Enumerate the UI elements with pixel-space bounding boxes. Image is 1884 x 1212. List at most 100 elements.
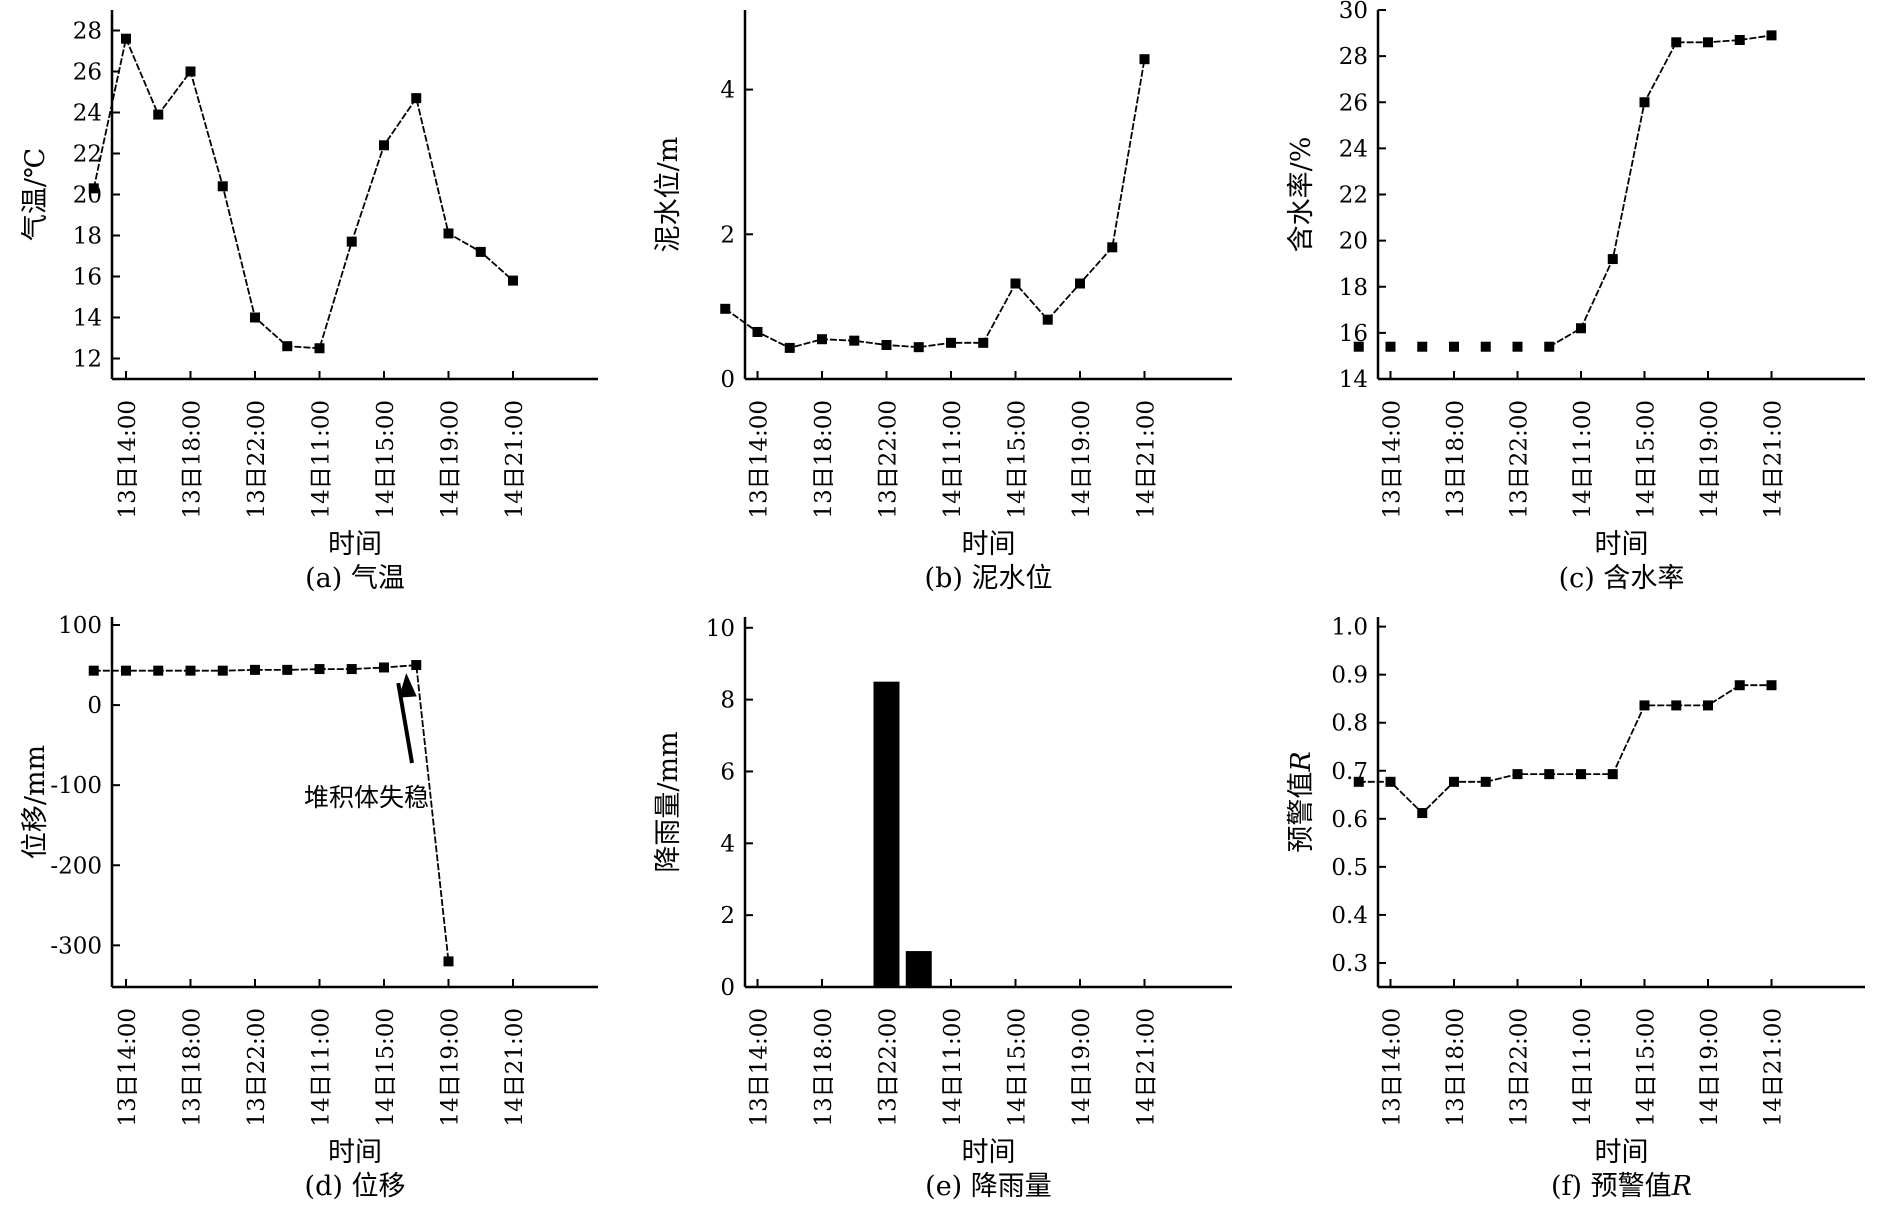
data-point — [411, 93, 422, 104]
panel-caption-text: (e) 降雨量 — [925, 1171, 1052, 1202]
y-axis-title: 含水率/% — [1286, 137, 1317, 253]
y-tick-label: 8 — [720, 688, 735, 714]
data-point — [1449, 776, 1459, 787]
data-point — [1576, 323, 1586, 334]
panel-e: 0 2 4 6 8 10 13日14:00 13日18:00 13日22:00 14日11:00 1… — [653, 616, 1232, 1202]
x-tick-label: 13日22:00 — [876, 1008, 902, 1127]
y-tick-label: 22 — [1339, 183, 1368, 209]
data-point — [817, 334, 827, 345]
data-point — [1703, 700, 1713, 711]
x-tick-label: 13日22:00 — [1507, 400, 1533, 519]
data-point — [978, 337, 989, 348]
y-tick-label: 100 — [58, 613, 102, 639]
data-point — [1734, 680, 1745, 691]
data-point — [1385, 776, 1396, 787]
series-line — [93, 664, 450, 962]
x-tick-label: 14日15:00 — [1005, 400, 1031, 519]
data-point — [784, 342, 795, 353]
y-tick-label: 14 — [73, 306, 102, 332]
y-tick-label: 0.6 — [1331, 807, 1368, 833]
x-tick-label: 14日15:00 — [1005, 1008, 1031, 1127]
data-point — [881, 339, 892, 350]
data-point — [185, 665, 196, 676]
y-tick-label: 0 — [87, 693, 102, 719]
x-axis-title: 时间 — [962, 1137, 1016, 1168]
data-point — [1417, 808, 1428, 819]
data-point — [1480, 341, 1491, 352]
y-tick-label: 0 — [720, 975, 735, 1001]
data-point — [1449, 341, 1459, 352]
y-axis-title-text: 降雨量/mm — [653, 731, 684, 872]
x-tick-label: 14日11:00 — [1570, 400, 1596, 519]
x-tick-label: 13日18:00 — [1443, 400, 1469, 519]
panel-caption: (c) 含水率 — [1559, 563, 1685, 594]
data-point — [379, 140, 389, 151]
x-tick-label: 14日21:00 — [1134, 400, 1160, 519]
x-tick-label: 13日22:00 — [244, 400, 270, 519]
data-point — [1512, 341, 1523, 352]
data-point — [1353, 341, 1364, 352]
x-tick-label: 14日19:00 — [438, 400, 464, 519]
data-point — [153, 109, 164, 120]
data-point — [250, 312, 260, 323]
data-point — [1417, 341, 1428, 352]
panel-caption-text: (b) 泥水位 — [925, 563, 1053, 594]
data-point — [88, 665, 99, 676]
x-tick-label: 14日21:00 — [1761, 1008, 1787, 1127]
data-point — [217, 665, 228, 676]
y-tick-label: 30 — [1339, 0, 1368, 24]
x-tick-label: 13日14:00 — [1380, 1008, 1406, 1127]
x-tick-label: 14日15:00 — [373, 400, 399, 519]
x-tick-label: 14日19:00 — [1069, 400, 1095, 519]
y-tick-label: -100 — [50, 773, 102, 799]
data-point — [88, 183, 99, 194]
y-axis-title: 降雨量/mm — [653, 731, 684, 872]
data-point — [1480, 776, 1491, 787]
rain-bar — [873, 681, 900, 987]
x-axis-title: 时间 — [1595, 529, 1649, 560]
panel-caption: (d) 位移 — [305, 1171, 406, 1202]
y-axis-title: 泥水位/m — [653, 137, 684, 253]
y-tick-label: 6 — [720, 759, 735, 785]
x-tick-label: 14日21:00 — [502, 400, 528, 519]
x-tick-label: 13日22:00 — [1507, 1008, 1533, 1127]
x-tick-label: 13日18:00 — [180, 1008, 206, 1127]
x-tick-label: 14日19:00 — [1697, 1008, 1723, 1127]
series-line — [1358, 684, 1772, 815]
data-point — [153, 665, 164, 676]
data-point — [1042, 314, 1053, 325]
data-point — [1107, 242, 1118, 253]
x-tick-label: 14日11:00 — [309, 1008, 335, 1127]
data-point — [250, 664, 260, 675]
y-tick-label: -200 — [50, 853, 102, 879]
x-tick-label: 13日18:00 — [180, 400, 206, 519]
data-point — [1671, 700, 1682, 711]
data-point — [1075, 278, 1085, 289]
x-tick-label: 14日21:00 — [502, 1008, 528, 1127]
data-point — [475, 246, 486, 257]
data-point — [1607, 254, 1618, 265]
y-tick-label: 2 — [720, 222, 735, 248]
data-point — [1010, 278, 1021, 289]
data-point — [1544, 341, 1555, 352]
y-tick-label: 20 — [1339, 229, 1368, 255]
panel-caption: (e) 降雨量 — [925, 1171, 1052, 1202]
y-tick-label: 0.5 — [1331, 855, 1368, 881]
y-tick-label: 18 — [73, 224, 102, 250]
x-axis-title: 时间 — [328, 1137, 382, 1168]
data-point — [282, 664, 293, 675]
y-axis-title: 气温/℃ — [20, 148, 51, 241]
x-axis-title: 时间 — [1595, 1137, 1649, 1168]
y-tick-label: 1.0 — [1331, 615, 1368, 641]
x-tick-label: 13日14:00 — [747, 1008, 773, 1127]
data-point — [1671, 37, 1682, 48]
x-tick-label: 13日14:00 — [115, 1008, 141, 1127]
rain-bar — [905, 951, 932, 987]
y-tick-label: 28 — [1339, 44, 1368, 70]
series-line — [92, 35, 514, 350]
x-tick-label: 13日22:00 — [876, 400, 902, 519]
x-tick-label: 13日22:00 — [244, 1008, 270, 1127]
annotation-arrowhead — [398, 673, 417, 698]
